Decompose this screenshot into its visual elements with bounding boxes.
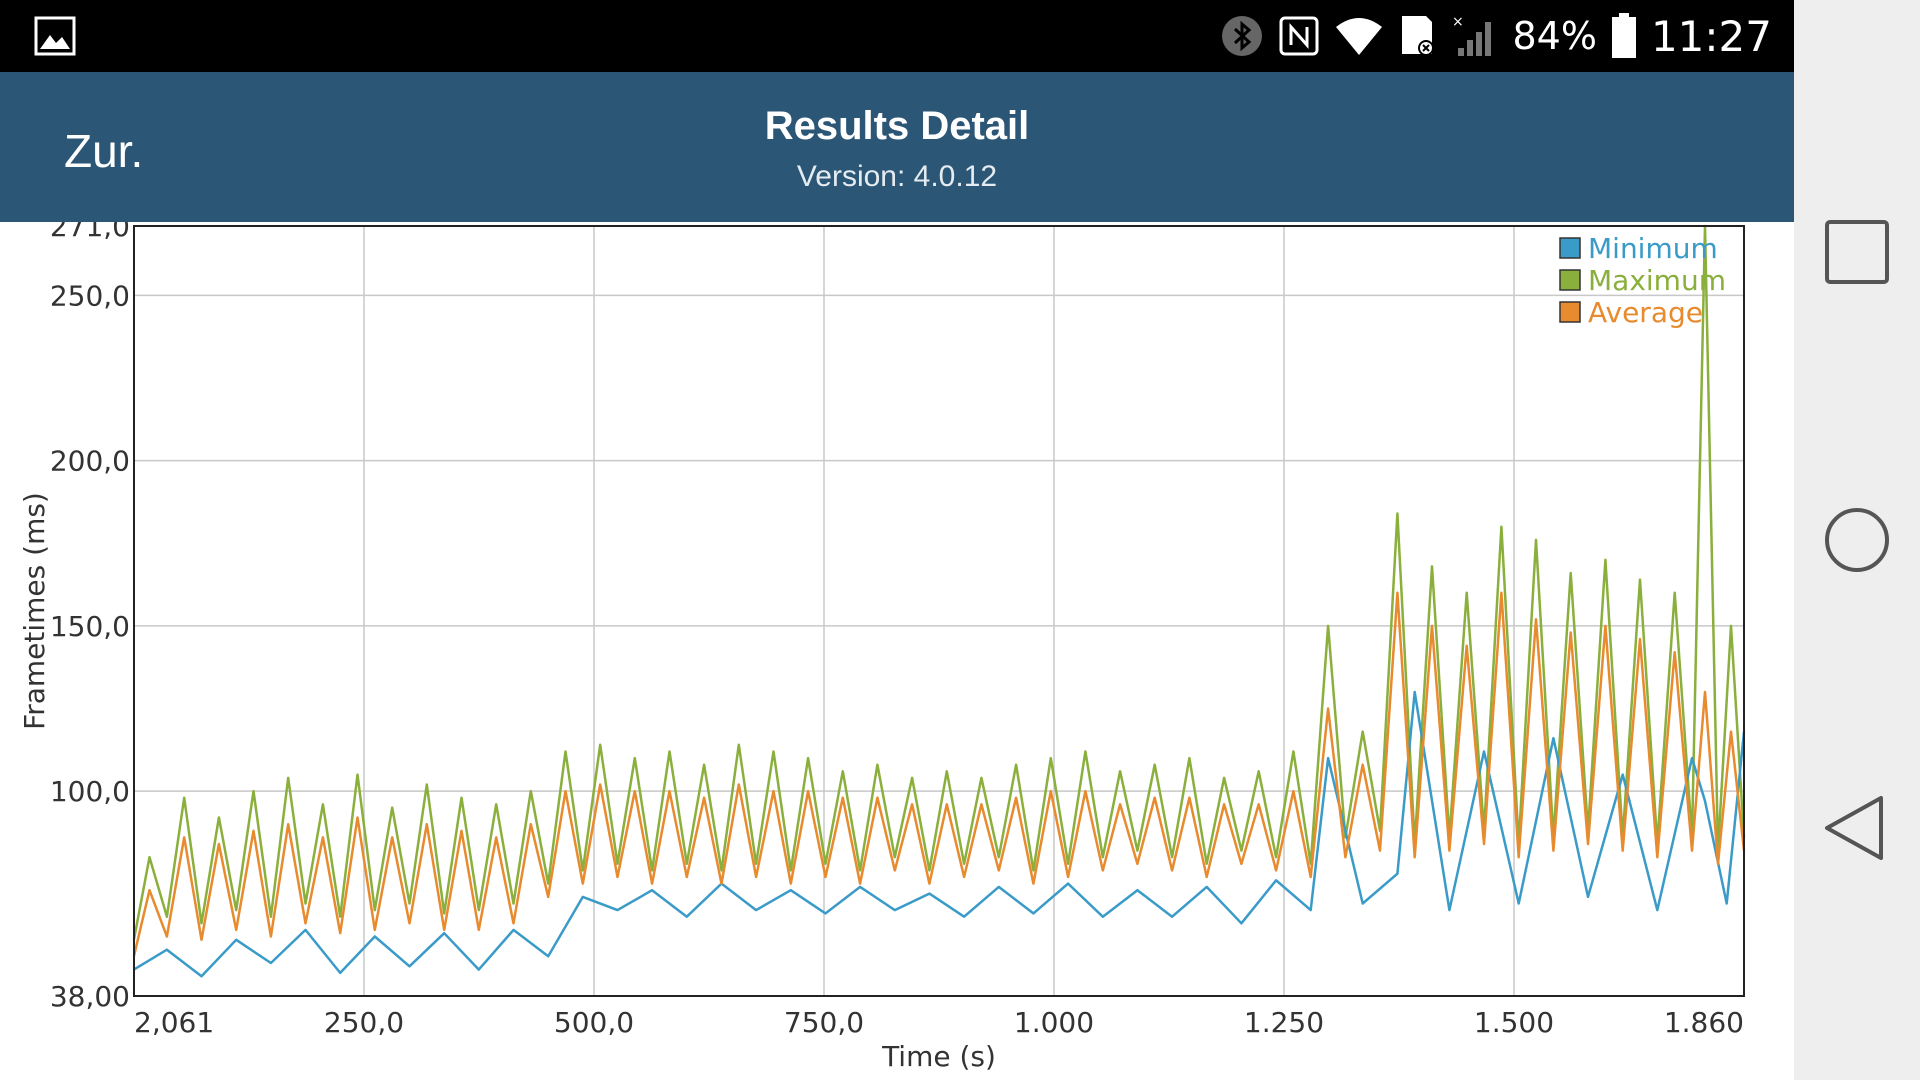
legend-label: Average <box>1588 296 1703 329</box>
legend-swatch <box>1559 269 1581 291</box>
x-tick-label: 750,0 <box>784 1006 864 1039</box>
chart-series <box>132 224 1746 978</box>
x-axis-title: Time (s) <box>881 1040 996 1073</box>
sd-card-icon <box>1398 14 1438 58</box>
x-tick-label: 1.500 <box>1474 1006 1554 1039</box>
y-tick-label: 150,0 <box>50 610 130 643</box>
battery-percent: 84% <box>1512 14 1597 58</box>
series-line-maximum <box>132 224 1746 941</box>
x-axis-ticks: 2,061 250,0 500,0 750,0 1.000 1.250 1.500 1.860 <box>134 1006 1744 1039</box>
clock: 11:27 <box>1650 11 1772 61</box>
back-button[interactable]: Zur. <box>64 125 144 177</box>
app-bar: Zur. Results Detail Version: 4.0.12 <box>0 72 1794 222</box>
navigation-bar <box>1794 0 1920 1080</box>
battery-icon <box>1611 13 1637 59</box>
series-line-average <box>132 591 1746 957</box>
y-tick-label: 38,00 <box>50 980 130 1013</box>
nfc-icon <box>1278 15 1320 57</box>
legend-swatch <box>1559 237 1581 259</box>
gallery-icon <box>34 15 76 57</box>
y-tick-label: 250,0 <box>50 279 130 312</box>
recent-apps-icon[interactable] <box>1817 212 1897 292</box>
back-icon[interactable] <box>1817 788 1897 868</box>
y-tick-label: 100,0 <box>50 775 130 808</box>
wifi-icon <box>1334 15 1384 57</box>
y-axis-ticks: 38,00 100,0 150,0 200,0 250,0 271,0 <box>50 222 130 1013</box>
legend-label: Maximum <box>1588 264 1726 297</box>
x-tick-label: 1.250 <box>1244 1006 1324 1039</box>
x-tick-label: 250,0 <box>324 1006 404 1039</box>
x-tick-label: 1.860 <box>1664 1006 1744 1039</box>
page-subtitle: Version: 4.0.12 <box>796 160 998 193</box>
status-icons: × 84% 11:27 <box>1220 0 1772 72</box>
x-tick-label: 2,061 <box>134 1006 214 1039</box>
svg-text:×: × <box>1452 14 1464 30</box>
plot-frame <box>133 225 1745 997</box>
x-tick-label: 1.000 <box>1014 1006 1094 1039</box>
home-icon[interactable] <box>1817 500 1897 580</box>
y-tick-label: 271,0 <box>50 222 130 243</box>
y-axis-title: Frametimes (ms) <box>18 492 51 730</box>
y-tick-label: 200,0 <box>50 445 130 478</box>
status-bar: × 84% 11:27 <box>0 0 1794 72</box>
series-line-minimum <box>133 690 1746 978</box>
frametimes-chart: 38,00 100,0 150,0 200,0 250,0 271,0 2,061 250,… <box>18 222 1746 1073</box>
x-tick-label: 500,0 <box>554 1006 634 1039</box>
legend-label: Minimum <box>1588 232 1718 265</box>
bluetooth-icon <box>1220 14 1264 58</box>
signal-icon: × <box>1452 14 1498 58</box>
legend-swatch <box>1559 301 1581 323</box>
page-title: Results Detail <box>764 104 1030 148</box>
